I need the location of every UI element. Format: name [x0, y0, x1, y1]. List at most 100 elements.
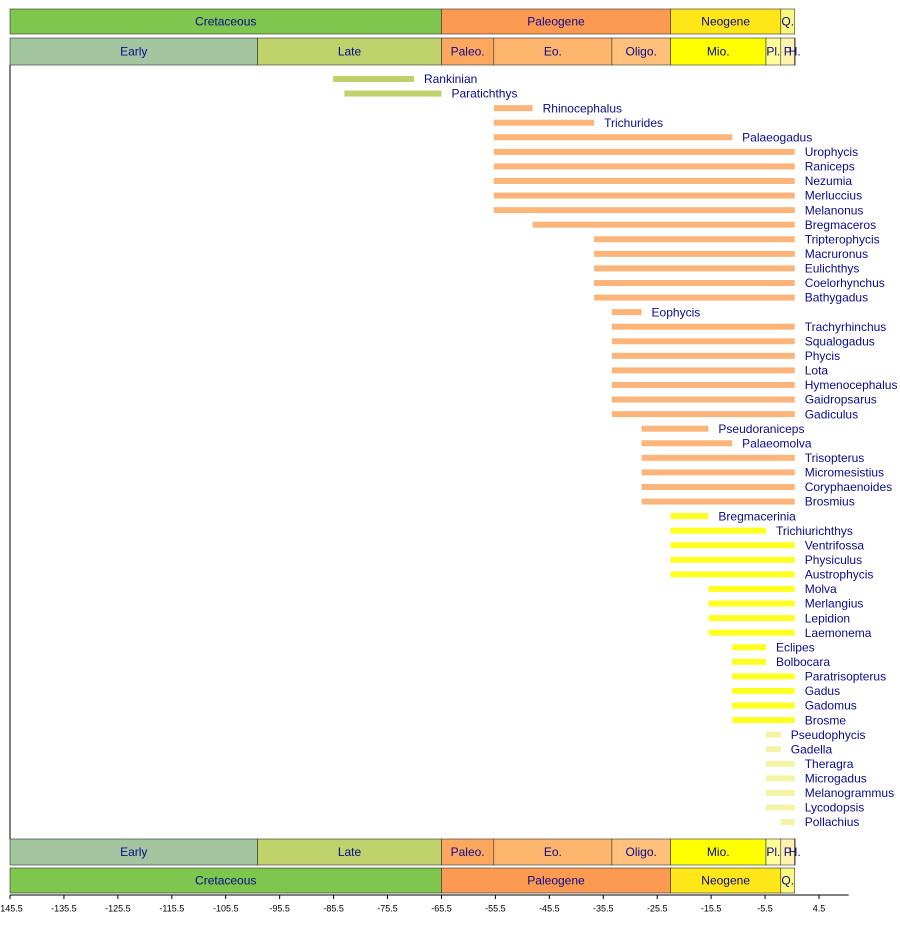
range-bar	[732, 673, 795, 680]
time-band	[670, 8, 782, 35]
genus-label: Merluccius	[805, 189, 862, 203]
time-band	[611, 37, 671, 66]
range-bar	[493, 163, 795, 170]
range-bar	[765, 760, 795, 767]
genus-label: Hymenocephalus	[805, 378, 898, 392]
range-bar	[641, 483, 795, 490]
x-tick-label: -85.5	[323, 903, 344, 913]
time-band	[441, 37, 495, 66]
range-bar	[493, 119, 595, 126]
genus-label: Ventrifossa	[805, 538, 865, 552]
x-tick-label: -95.5	[269, 903, 290, 913]
genus-label: Trichurides	[604, 116, 663, 130]
time-band	[493, 37, 613, 66]
time-band-label: P	[784, 45, 792, 59]
x-tick-label: -5.5	[757, 903, 773, 913]
time-band	[670, 867, 782, 894]
genus-label: Melanogrammus	[805, 786, 894, 800]
genus-label: Pseudoraniceps	[718, 422, 804, 436]
range-bar	[670, 527, 766, 534]
x-tick-label: -25.5	[647, 903, 668, 913]
range-bar	[594, 236, 795, 243]
time-band-label: P	[784, 845, 792, 859]
range-bar	[765, 789, 795, 796]
range-bar	[641, 454, 795, 461]
time-band-label: Mio.	[707, 845, 730, 859]
genus-label: Bathygadus	[805, 291, 868, 305]
time-band-label: Early	[120, 45, 147, 59]
range-bar	[641, 425, 709, 432]
genus-label: Raniceps	[805, 160, 855, 174]
range-bar	[493, 192, 795, 199]
genus-label: Bregmacerinia	[718, 509, 796, 523]
x-tick-label: -115.5	[159, 903, 184, 913]
range-bar	[765, 804, 795, 811]
range-bar	[493, 177, 795, 184]
genus-label: Palaeogadus	[742, 130, 812, 144]
range-bar	[765, 746, 781, 753]
genus-label: Laemonema	[805, 626, 872, 640]
genus-label: Physiculus	[805, 553, 862, 567]
range-bar	[732, 658, 766, 665]
genus-label: Phycis	[805, 349, 840, 363]
time-band-label: Mio.	[707, 45, 730, 59]
range-bar	[611, 323, 795, 330]
genus-label: Rankinian	[424, 72, 477, 86]
time-band	[780, 8, 796, 35]
time-band	[441, 838, 495, 866]
time-band	[9, 8, 442, 35]
range-bar	[670, 513, 709, 520]
x-tick-label: -45.5	[539, 903, 560, 913]
time-band	[257, 37, 442, 66]
time-band	[9, 37, 258, 66]
time-band-label: Paleogene	[527, 874, 585, 888]
genus-label: Paratichthys	[451, 87, 517, 101]
x-tick-label: -125.5	[105, 903, 131, 913]
genus-label: Lycodopsis	[805, 801, 865, 815]
genus-label: Trichiurichthys	[776, 524, 853, 538]
x-tick-label: -15.5	[701, 903, 722, 913]
time-band	[611, 838, 671, 866]
genus-label: Trisopterus	[805, 451, 865, 465]
time-band-label: Neogene	[701, 874, 750, 888]
range-bar	[708, 615, 795, 622]
range-bar	[708, 585, 795, 592]
genus-label: Bolbocara	[776, 655, 830, 669]
time-band-label: Pl.	[766, 845, 780, 859]
x-tick-label: -135.5	[51, 903, 77, 913]
genus-label: Tripterophycis	[805, 232, 880, 246]
time-band	[794, 838, 796, 866]
range-bar	[670, 556, 795, 563]
time-band-label: H.	[789, 845, 801, 859]
x-tick-label: -65.5	[431, 903, 452, 913]
genus-label: Coryphaenoides	[805, 480, 892, 494]
time-band-label: Q.	[781, 874, 794, 888]
genus-label: Palaeomolva	[742, 436, 812, 450]
range-bar	[708, 600, 795, 607]
range-bar	[493, 134, 733, 141]
x-tick-label: -55.5	[485, 903, 506, 913]
genus-label: Merlangius	[805, 597, 864, 611]
x-tick-label: -105.5	[213, 903, 239, 913]
genus-label: Lepidion	[805, 611, 850, 625]
genus-label: Eulichthys	[805, 262, 860, 276]
time-band	[670, 838, 767, 866]
time-band-label: Neogene	[701, 15, 750, 29]
genus-label: Microgadus	[805, 772, 867, 786]
time-band	[493, 838, 613, 866]
genus-label: Lota	[805, 364, 829, 378]
range-bar	[611, 367, 795, 374]
genus-label: Pseudophycis	[791, 728, 866, 742]
range-bar	[611, 411, 795, 418]
range-bar	[532, 221, 795, 228]
genus-label: Urophycis	[805, 145, 858, 159]
time-band-label: Eo.	[544, 45, 562, 59]
genus-label: Pollachius	[805, 815, 860, 829]
range-bar	[493, 105, 533, 112]
time-band-label: Late	[338, 45, 362, 59]
time-band	[257, 838, 442, 866]
range-bar	[765, 731, 781, 738]
genus-label: Paratrisopterus	[805, 670, 886, 684]
range-bar	[611, 309, 642, 316]
